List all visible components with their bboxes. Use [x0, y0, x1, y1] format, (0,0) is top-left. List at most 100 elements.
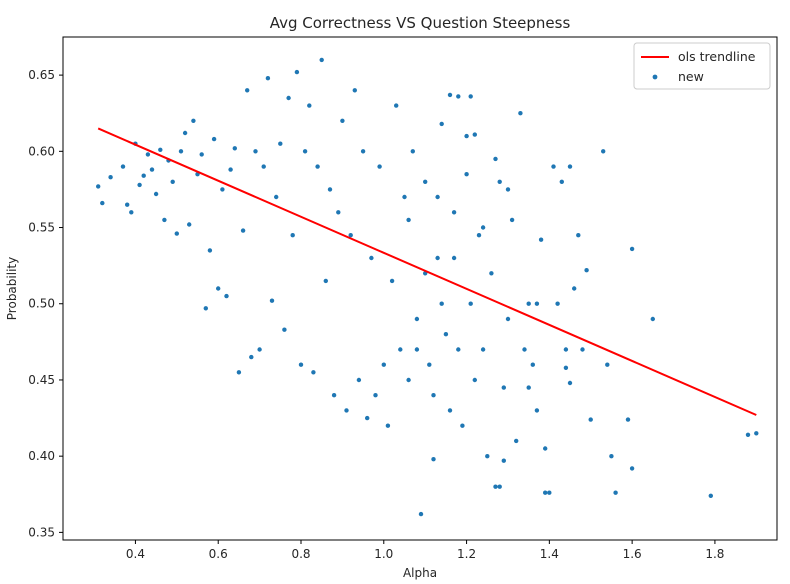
y-tick-label: 0.50	[28, 297, 55, 311]
x-tick-label: 0.6	[209, 547, 228, 561]
scatter-point	[315, 164, 320, 169]
scatter-point	[323, 278, 328, 284]
scatter-point	[348, 233, 353, 238]
scatter-point	[559, 179, 564, 184]
y-tick-label: 0.60	[28, 144, 55, 158]
plot-area-frame	[62, 36, 778, 541]
scatter-point	[497, 484, 502, 489]
scatter-point	[389, 278, 395, 284]
trendline-layer	[97, 127, 757, 416]
legend-frame	[633, 42, 771, 90]
y-tick-label: 0.65	[28, 68, 55, 82]
scatter-point	[451, 210, 457, 215]
scatter-point	[356, 377, 362, 383]
scatter-point	[278, 141, 283, 146]
scatter-point	[311, 370, 316, 375]
scatter-point	[290, 233, 295, 238]
scatter-point	[211, 136, 217, 142]
scatter-point	[625, 417, 631, 422]
scatter-point	[100, 200, 105, 206]
legend-label-new: new	[678, 69, 704, 84]
scatter-point	[394, 103, 399, 108]
scatter-point	[385, 423, 391, 428]
chart-title: Avg Correctness VS Question Steepness	[270, 14, 571, 32]
scatter-point	[501, 385, 506, 390]
scatter-point	[319, 57, 324, 63]
scatter-point	[576, 233, 581, 238]
scatter-point	[269, 298, 275, 303]
legend: ols trendline new	[633, 42, 771, 90]
scatter-point	[439, 301, 444, 306]
x-axis-ticks: 0.4 0.6 0.8 1.0 1.2 1.4 1.6 1.8	[126, 540, 724, 561]
scatter-point	[468, 301, 473, 306]
scatter-point	[302, 149, 308, 154]
scatter-point	[563, 347, 569, 352]
scatter-point	[480, 347, 486, 352]
scatter-point	[480, 225, 486, 230]
scatter-point	[274, 194, 279, 200]
scatter-point	[369, 255, 374, 261]
y-tick-label: 0.35	[28, 525, 55, 539]
scatter-point	[629, 246, 635, 252]
x-tick-label: 0.8	[291, 547, 310, 561]
scatter-point	[120, 164, 126, 169]
scatter-point	[493, 156, 498, 162]
scatter-point	[137, 182, 142, 188]
scatter-point	[249, 354, 254, 360]
scatter-point	[414, 347, 420, 352]
scatter-point	[754, 431, 759, 436]
scatter-point	[377, 164, 382, 169]
scatter-point	[307, 103, 312, 108]
scatter-point	[418, 511, 424, 517]
scatter-point	[406, 217, 411, 223]
scatter-point	[145, 152, 151, 157]
ols-trendline	[97, 127, 757, 416]
scatter-point	[257, 347, 262, 352]
scatter-point	[447, 92, 453, 98]
scatter-point	[373, 393, 378, 398]
scatter-point	[551, 164, 556, 169]
scatter-point	[96, 184, 101, 189]
scatter-point	[261, 164, 266, 169]
y-tick-label: 0.45	[28, 373, 55, 387]
scatter-point	[613, 490, 618, 495]
scatter-point	[629, 466, 635, 471]
scatter-point	[344, 408, 349, 413]
scatter-point	[456, 94, 461, 99]
scatter-point	[331, 393, 337, 398]
scatter-point	[530, 362, 535, 367]
scatter-point	[406, 377, 411, 383]
scatter-point	[207, 248, 213, 253]
scatter-point	[605, 362, 610, 367]
scatter-point	[431, 457, 436, 462]
scatter-point	[174, 231, 179, 236]
scatter-point	[340, 118, 345, 124]
scatter-point	[493, 484, 498, 489]
scatter-point	[538, 237, 544, 242]
scatter-point	[601, 149, 606, 154]
x-axis-title: Alpha	[403, 566, 437, 580]
scatter-point	[451, 255, 457, 261]
x-tick-label: 1.2	[457, 547, 476, 561]
y-tick-label: 0.55	[28, 221, 55, 235]
scatter-point	[489, 271, 494, 276]
x-tick-label: 0.4	[126, 547, 145, 561]
scatter-point	[472, 132, 477, 137]
scatter-point	[286, 95, 291, 101]
scatter-point	[443, 332, 449, 337]
scatter-point	[485, 454, 490, 459]
scatter-point	[220, 187, 225, 192]
scatter-point	[191, 118, 196, 124]
scatter-point	[236, 370, 242, 375]
scatter-point	[609, 454, 614, 459]
scatter-point	[228, 167, 233, 172]
scatter-point	[476, 233, 482, 238]
scatter-point	[547, 490, 552, 495]
scatter-point	[567, 164, 573, 169]
scatter-point	[650, 316, 655, 322]
scatter-points	[96, 57, 759, 517]
scatter-point	[588, 417, 593, 422]
scatter-point	[232, 146, 237, 151]
x-tick-label: 1.8	[705, 547, 724, 561]
